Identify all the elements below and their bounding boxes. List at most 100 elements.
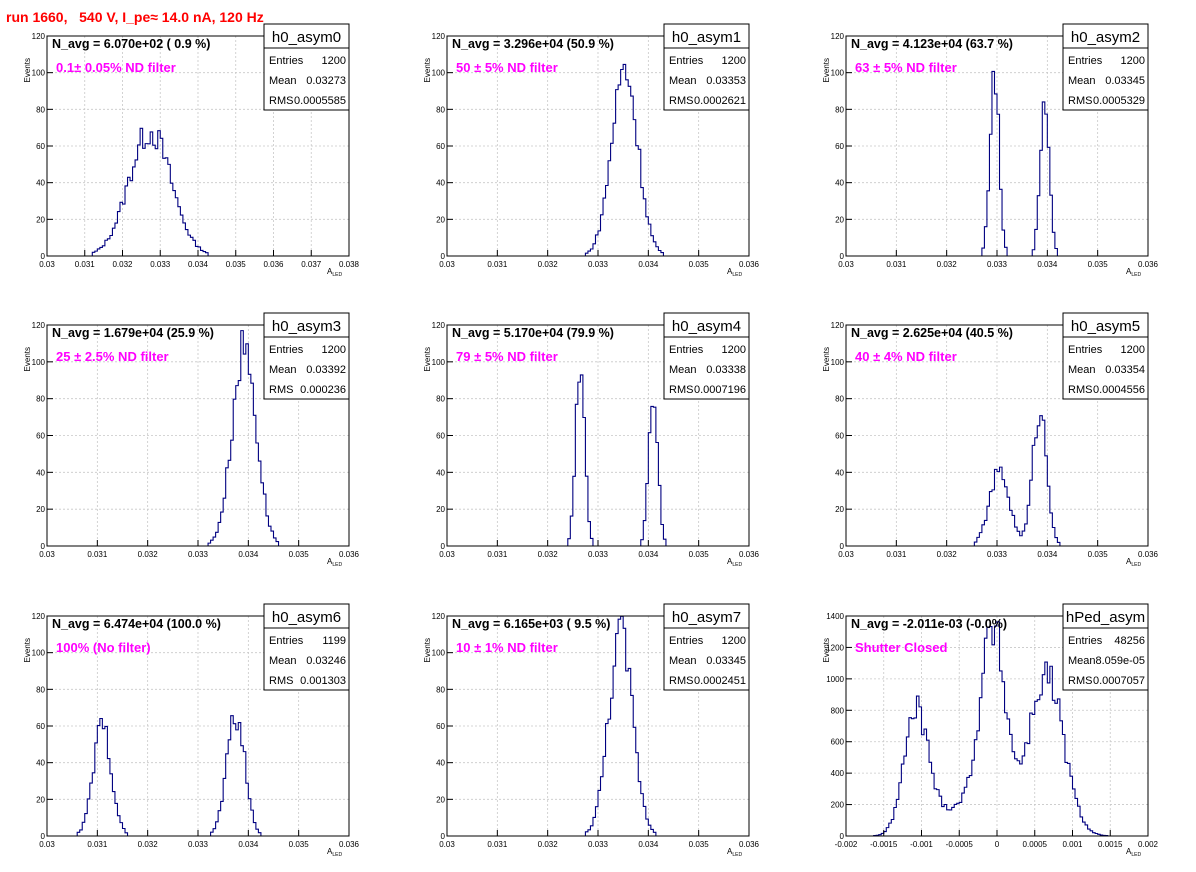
y-tick-label: 0 [41,252,46,261]
n-avg-label: N_avg = 1.679e+04 (25.9 %) [52,326,214,340]
y-tick-label: 100 [831,358,845,367]
x-tick-label: 0.036 [339,840,360,849]
stats-value-mean: 0.03392 [306,364,346,376]
stats-key-mean: Mean [269,655,297,667]
y-tick-label: 0 [41,832,46,841]
stats-value-rms: 0.0007057 [1093,675,1145,687]
x-axis-label: ALED [327,267,342,278]
stats-title: h0_asym6 [272,609,341,626]
page-title: run 1660, 540 V, I_pe≈ 14.0 nA, 120 Hz [6,9,264,25]
n-avg-label: N_avg = 6.474e+04 (100.0 %) [52,617,221,631]
x-tick-label: 0.033 [188,840,209,849]
y-tick-label: 120 [831,32,845,41]
stats-title: hPed_asym [1066,609,1145,626]
x-axis-label: ALED [727,847,742,858]
x-tick-label: -0.0005 [946,840,974,849]
x-tick-label: 0.031 [87,840,108,849]
stats-value-rms: 0.0002621 [694,95,746,107]
stats-value-entries: 1200 [1121,55,1145,67]
y-tick-label: 20 [36,795,45,804]
x-tick-label: 0.036 [739,260,760,269]
x-axis-label: ALED [727,557,742,568]
x-tick-label: 0.035 [289,550,310,559]
stats-value-rms: 0.000236 [300,384,346,396]
stats-title-box [263,23,350,49]
x-tick-label: 0.032 [112,260,133,269]
n-avg-label: N_avg = 5.170e+04 (79.9 %) [452,326,614,340]
stats-value-mean: 0.03273 [306,75,346,87]
y-tick-label: 20 [436,505,445,514]
x-tick-label: 0.031 [87,550,108,559]
stats-value-entries: 1200 [322,344,346,356]
y-tick-label: 20 [436,795,445,804]
x-tick-label: 0.032 [538,550,559,559]
x-tick-label: 0.036 [739,550,760,559]
y-tick-label: 40 [36,759,45,768]
x-tick-label: 0 [995,840,1000,849]
filter-note: 63 ± 5% ND filter [855,60,957,75]
x-tick-label: 0.034 [1037,260,1058,269]
x-axis-label: ALED [327,557,342,568]
x-tick-label: 0.03 [39,550,55,559]
histogram-panel-h0_asym7: 0.03 0.031 0.032 0.033 0.034 0.035 0.036 0 20 40 6… [423,603,760,858]
y-tick-label: 120 [432,321,446,330]
y-tick-label: 100 [432,358,446,367]
stats-title: h0_asym0 [272,29,341,46]
y-tick-label: 80 [36,395,45,404]
filter-note: 10 ± 1% ND filter [456,640,558,655]
x-axis-label: ALED [1126,557,1141,568]
y-tick-label: 0 [840,252,845,261]
y-tick-label: 60 [835,142,844,151]
y-axis-label: Events [822,347,831,371]
y-tick-label: 60 [436,142,445,151]
n-avg-label: N_avg = 6.070e+02 ( 0.9 %) [52,37,210,51]
y-tick-label: 200 [831,801,845,810]
stats-value-mean: 0.03338 [706,364,746,376]
y-tick-label: 60 [835,432,844,441]
x-tick-label: 0.03 [838,260,854,269]
y-tick-label: 100 [32,649,46,658]
stats-key-entries: Entries [669,344,704,356]
y-tick-label: 100 [32,358,46,367]
y-axis-label: Events [23,638,32,662]
stats-value-entries: 1200 [1121,344,1145,356]
y-tick-label: 20 [835,505,844,514]
stats-key-rms: RMS [669,675,693,687]
x-tick-label: 0.036 [263,260,284,269]
y-tick-label: 60 [436,432,445,441]
x-tick-label: 0.033 [987,260,1008,269]
x-axis-label: ALED [327,847,342,858]
x-tick-label: 0.035 [226,260,247,269]
x-tick-label: 0.035 [289,840,310,849]
x-tick-label: 0.0015 [1098,840,1123,849]
y-tick-label: 120 [32,32,46,41]
x-axis-label: ALED [1126,847,1141,858]
y-tick-label: 40 [835,179,844,188]
y-tick-label: 1000 [826,675,844,684]
y-axis-label: Events [23,347,32,371]
stats-key-rms: RMS [669,384,693,396]
y-axis-label: Events [822,58,831,82]
stats-box [663,336,750,400]
x-tick-label: 0.034 [638,840,659,849]
x-tick-label: 0.033 [188,550,209,559]
y-tick-label: 60 [36,432,45,441]
histogram-panel-h0_asym5: 0.03 0.031 0.032 0.033 0.034 0.035 0.036 0 20 40 6… [822,312,1159,568]
x-tick-label: 0.032 [538,260,559,269]
x-tick-label: 0.032 [937,550,958,559]
y-tick-label: 20 [36,215,45,224]
y-axis-label: Events [822,638,831,662]
stats-key-mean: Mean [1068,364,1096,376]
x-tick-label: 0.031 [487,840,508,849]
stats-title: h0_asym1 [672,29,741,46]
n-avg-label: N_avg = 2.625e+04 (40.5 %) [851,326,1013,340]
x-tick-label: 0.033 [588,840,609,849]
x-tick-label: 0.034 [238,550,259,559]
x-tick-label: 0.032 [937,260,958,269]
stats-value-mean: 0.03345 [1105,75,1145,87]
stats-value-rms: 0.0005329 [1093,95,1145,107]
filter-note: 100% (No filter) [56,640,151,655]
stats-box [263,627,350,691]
y-tick-label: 80 [36,685,45,694]
